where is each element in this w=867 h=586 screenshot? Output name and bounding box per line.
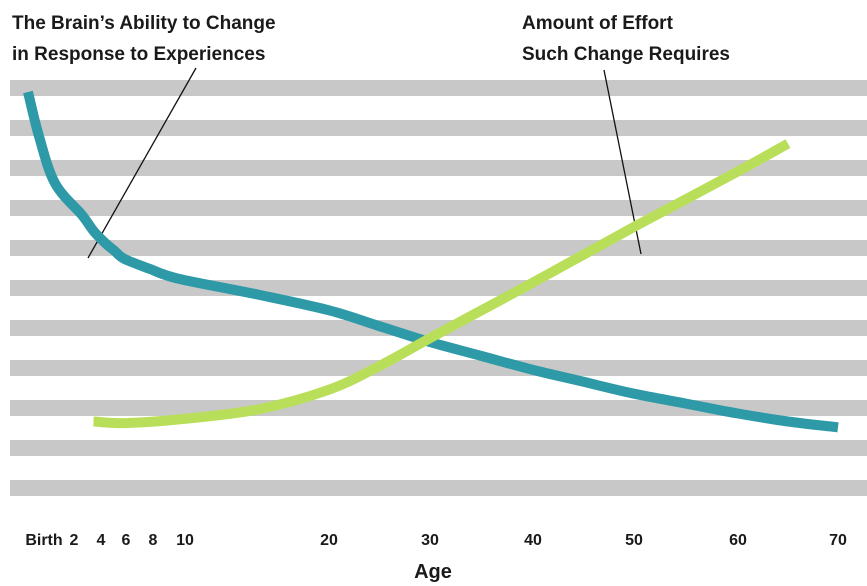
effort-required-line (93, 139, 791, 429)
x-tick-label: 30 (421, 532, 439, 549)
grid-stripe (10, 160, 867, 176)
grid-stripe (10, 80, 867, 96)
x-tick-label: 20 (320, 532, 338, 549)
series-annotations: The Brain’s Ability to Change in Response… (12, 13, 730, 65)
annotation-ability-to-change-line-1: The Brain’s Ability to Change (12, 13, 276, 34)
x-tick-label: 10 (176, 532, 194, 549)
x-tick-label: 6 (122, 532, 131, 549)
annotation-ability-to-change-line-2: in Response to Experiences (12, 44, 265, 65)
grid-stripe (10, 280, 867, 296)
x-tick-label: 8 (149, 532, 158, 549)
grid-stripe (10, 240, 867, 256)
x-tick-label: 60 (729, 532, 747, 549)
grid-stripe (10, 480, 867, 496)
grid-stripe (10, 440, 867, 456)
x-tick-label: Birth (25, 532, 62, 549)
x-tick-label: 4 (97, 532, 106, 549)
series-layer (23, 90, 839, 433)
x-axis-label: Age (414, 561, 452, 583)
grid-stripe (10, 360, 867, 376)
grid-stripe (10, 200, 867, 216)
x-tick-label: 50 (625, 532, 643, 549)
x-tick-label: 2 (70, 532, 79, 549)
ability-to-change-line (23, 90, 839, 433)
annotation-effort-required-line-1: Amount of Effort (522, 13, 674, 34)
grid-stripe (10, 120, 867, 136)
x-tick-label: 70 (829, 532, 847, 549)
annotation-effort-required-line-2: Such Change Requires (522, 44, 730, 65)
background-stripes (10, 80, 867, 496)
x-tick-label: 40 (524, 532, 542, 549)
annotation-ability-to-change-leader (87, 67, 197, 259)
x-axis-ticks: Birth 2 4 6 8 10 20 30 40 50 60 70 (25, 532, 847, 549)
